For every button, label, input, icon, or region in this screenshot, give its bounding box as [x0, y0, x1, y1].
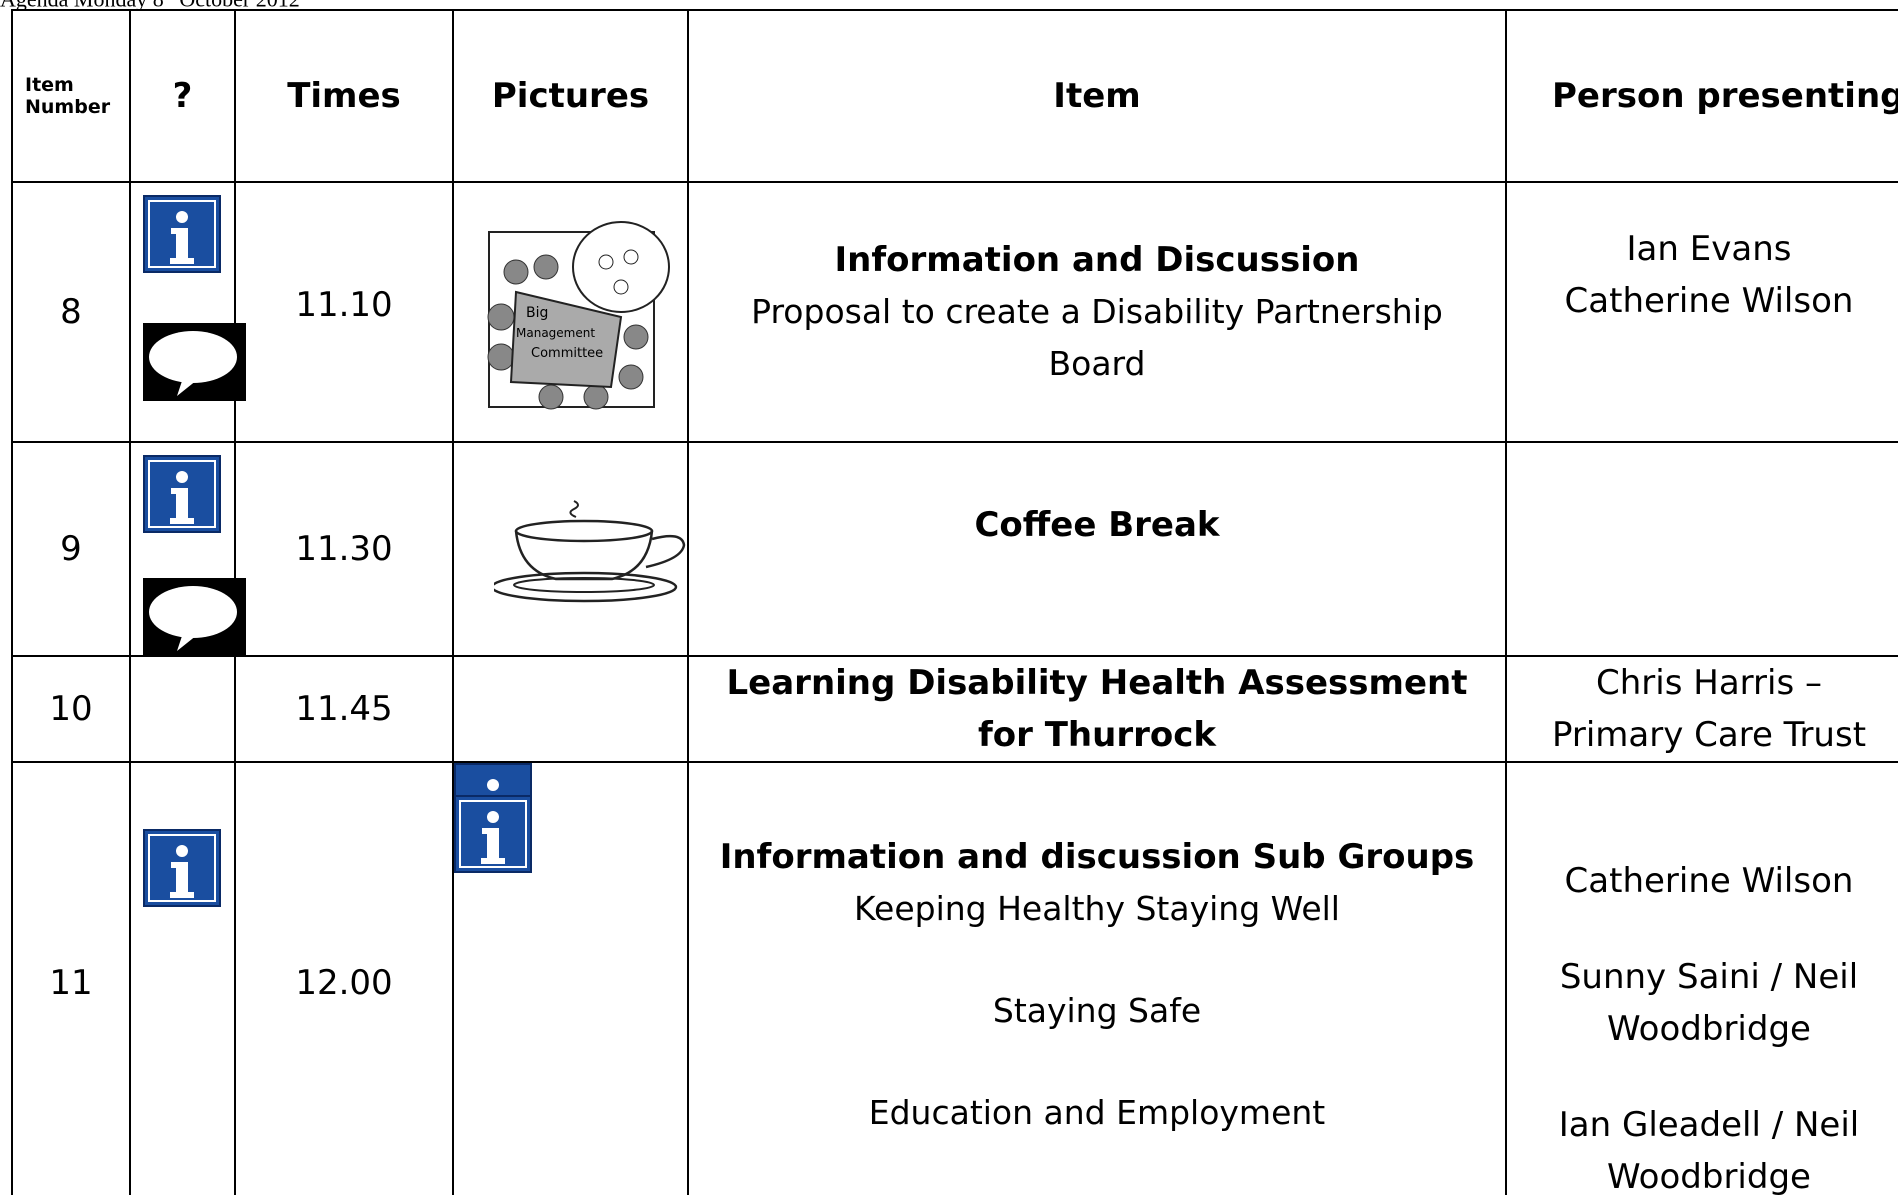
presenter-cell: Catherine Wilson Sunny Saini / Neil Wood… — [1505, 761, 1898, 1195]
info-icon — [143, 195, 221, 273]
item-cell: Information and discussion Sub Groups Ke… — [687, 761, 1507, 1195]
icon-cell — [129, 761, 236, 1195]
presenter-cell: Ian Evans Catherine Wilson — [1505, 181, 1898, 443]
item-cell: Learning Disability Health Assessment fo… — [687, 655, 1507, 763]
picture-text: Committee — [531, 346, 603, 361]
picture-text: Big — [526, 305, 548, 321]
picture-text: Management — [516, 326, 595, 340]
info-icon — [454, 795, 532, 873]
presenter-cell: Chris Harris – Primary Care Trust — [1505, 655, 1898, 763]
picture-cell: Big Management Committee — [452, 181, 689, 443]
column-header: Times — [234, 9, 454, 183]
time: 11.45 — [234, 655, 454, 763]
time: 11.10 — [234, 181, 454, 443]
speech-icon — [143, 323, 246, 401]
icon-cell — [129, 441, 246, 657]
presenter: Catherine Wilson — [1564, 861, 1854, 901]
item-number: 8 — [11, 181, 131, 443]
agenda-row: 9 11.30 Coffee Break — [11, 441, 1898, 657]
title-text: Agenda Monday 8 — [0, 0, 164, 11]
speech-icon — [143, 578, 246, 656]
info-icon — [143, 829, 221, 907]
item-title: Coffee Break — [974, 505, 1220, 545]
cup-picture — [494, 500, 686, 603]
item-cell: Information and Discussion Proposal to cr… — [687, 181, 1507, 443]
time: 12.00 — [234, 761, 454, 1195]
column-header: Pictures — [452, 9, 689, 183]
title-sup: th — [164, 0, 174, 1]
page-title: Agenda Monday 8th October 2012 — [0, 0, 300, 12]
item-title: Learning Disability Health Assessment fo… — [726, 663, 1468, 755]
agenda-row: 11 12.00 Information and discussion Sub … — [11, 761, 1898, 1195]
presenter: Sunny Saini / Neil Woodbridge — [1559, 957, 1859, 1049]
picture-cell — [452, 441, 689, 657]
icon-cell — [129, 655, 236, 763]
agenda-row: 10 11.45 Learning Disability Health Asse… — [11, 655, 1898, 763]
presenter: Catherine Wilson — [1564, 281, 1854, 321]
item-line: Education and Employment — [868, 1093, 1326, 1132]
column-header: Person presenting — [1505, 9, 1898, 183]
column-header: Item — [687, 9, 1507, 183]
item-number: 10 — [11, 655, 131, 763]
item-line: Proposal to create a Disability Partners… — [751, 292, 1443, 383]
item-number: 11 — [11, 761, 131, 1195]
agenda-row: 8 11.10 Big Management Committee Informa… — [11, 181, 1898, 443]
presenter: Chris Harris – Primary Care Trust — [1551, 663, 1867, 755]
presenter-cell — [1505, 441, 1898, 657]
item-title: Information and Discussion — [834, 240, 1360, 280]
item-cell: Coffee Break — [687, 441, 1507, 657]
agenda: Item Number ? Times Pictures Item Person… — [11, 9, 1898, 1195]
meeting-picture: Big Management Committee — [487, 221, 670, 410]
agenda-table: Item Number ? Times Pictures Item Person… — [11, 9, 1898, 1195]
title-text: October 2012 — [179, 0, 299, 11]
item-number: 9 — [11, 441, 131, 657]
column-header: ? — [129, 9, 236, 183]
time: 11.30 — [234, 441, 454, 657]
presenter: Ian Evans — [1626, 229, 1792, 269]
item-line: Staying Safe — [992, 991, 1202, 1030]
item-title: Information and discussion Sub Groups — [719, 837, 1475, 877]
picture-cell — [452, 761, 689, 1195]
picture-cell — [452, 655, 689, 763]
presenter: Ian Gleadell / Neil Woodbridge — [1558, 1105, 1860, 1195]
info-icon — [143, 455, 221, 533]
icon-cell — [129, 181, 246, 443]
header-row: Item Number ? Times Pictures Item Person… — [11, 9, 1898, 183]
column-header: Item Number — [11, 9, 131, 183]
item-line: Keeping Healthy Staying Well — [854, 889, 1340, 928]
